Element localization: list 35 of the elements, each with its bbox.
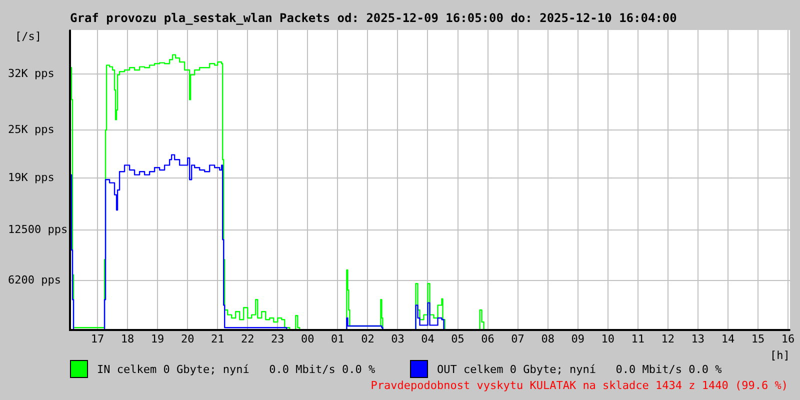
y-tick-label: 25K pps xyxy=(8,122,54,136)
x-tick-label: 06 xyxy=(481,332,494,346)
legend-label: OUT celkem 0 Gbyte; nyní 0.0 Mbit/s 0.0 % xyxy=(437,362,722,376)
x-tick-label: 18 xyxy=(120,332,134,346)
y-tick-label: 32K pps xyxy=(8,66,54,80)
x-tick-label: 12 xyxy=(661,332,675,346)
x-tick-label: 17 xyxy=(90,332,104,346)
x-tick-label: 21 xyxy=(210,332,224,346)
legend-label: IN celkem 0 Gbyte; nyní 0.0 Mbit/s 0.0 % xyxy=(97,362,376,376)
x-tick-label: 10 xyxy=(601,332,614,346)
x-tick-label: 07 xyxy=(511,332,524,346)
x-axis-title: [h] xyxy=(770,349,790,362)
x-tick-label: 11 xyxy=(631,332,645,346)
chart-title: Graf provozu pla_sestak_wlan Packets od: 2025-12-09 16:05:00 do: 2025-12-10 16:04:00 xyxy=(70,11,677,25)
y-tick-label: 12500 pps xyxy=(8,222,68,236)
x-tick-label: 23 xyxy=(271,332,284,346)
x-tick-label: 09 xyxy=(571,332,584,346)
y-axis-title: [/s] xyxy=(15,30,42,43)
y-tick-label: 19K pps xyxy=(8,170,54,184)
x-tick-label: 04 xyxy=(421,332,435,346)
x-tick-label: 13 xyxy=(691,332,705,346)
x-tick-label: 14 xyxy=(721,332,735,346)
x-tick-label: 15 xyxy=(751,332,765,346)
x-tick-label: 16 xyxy=(781,332,795,346)
text: Pravdepodobnost vyskytu KULATAK na skladce 1434 z 1440 (99.6 %) xyxy=(370,379,788,392)
x-tick-label: 01 xyxy=(331,332,344,346)
x-tick-label: 22 xyxy=(241,332,254,346)
x-tick-label: 05 xyxy=(451,332,464,346)
x-tick-label: 20 xyxy=(180,332,194,346)
x-tick-label: 19 xyxy=(150,332,164,346)
x-tick-label: 02 xyxy=(361,332,374,346)
x-tick-label: 08 xyxy=(541,332,554,346)
x-tick-label: 00 xyxy=(301,332,314,346)
x-tick-label: 03 xyxy=(391,332,404,346)
y-tick-label: 6200 pps xyxy=(8,273,61,286)
